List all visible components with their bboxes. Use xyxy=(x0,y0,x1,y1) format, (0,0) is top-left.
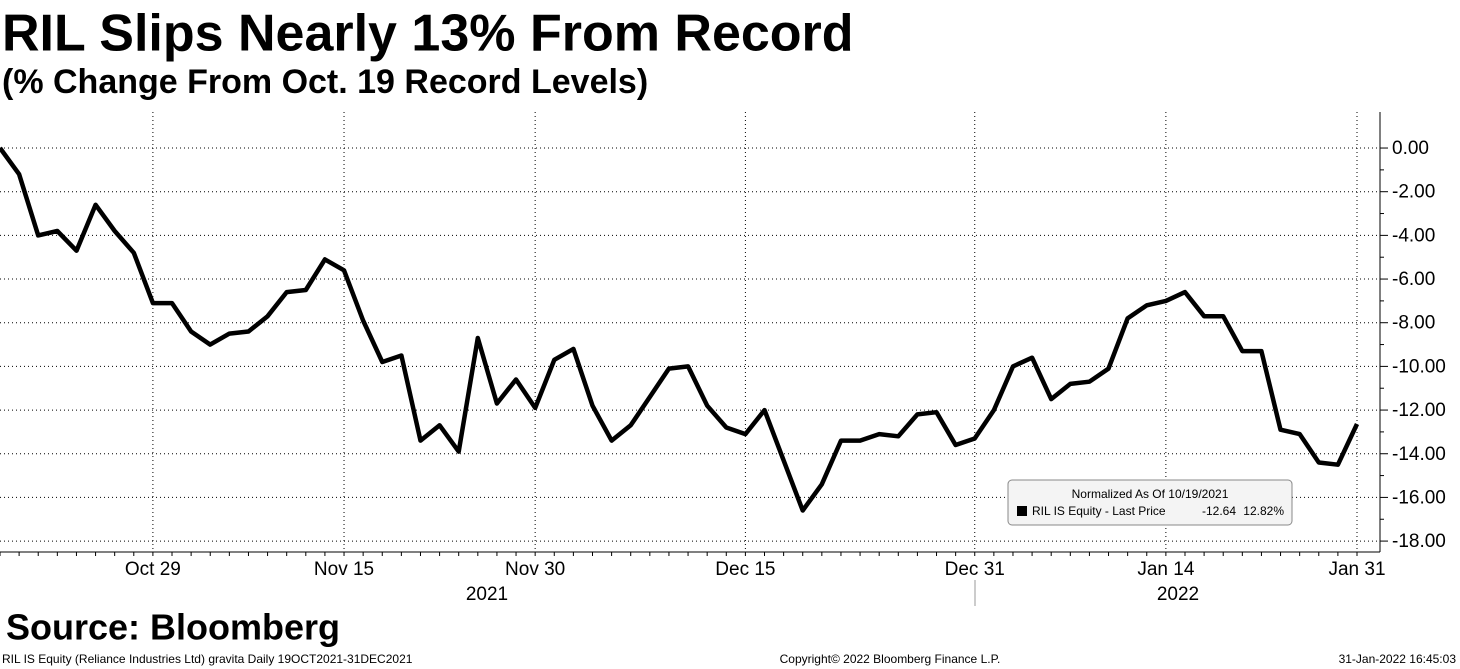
y-tick-label: -2.00 xyxy=(1392,182,1435,203)
year-label: 2021 xyxy=(466,584,508,605)
footer-center: Copyright© 2022 Bloomberg Finance L.P. xyxy=(780,652,1001,666)
y-tick-label: -8.00 xyxy=(1392,313,1435,334)
chart-subtitle: (% Change From Oct. 19 Record Levels) xyxy=(2,63,648,101)
x-tick-label: Dec 31 xyxy=(945,559,1005,580)
y-tick-label: -18.00 xyxy=(1392,531,1446,552)
x-tick-label: Nov 15 xyxy=(314,559,374,580)
x-tick-label: Jan 14 xyxy=(1137,559,1194,580)
y-tick-label: -16.00 xyxy=(1392,487,1446,508)
y-tick-label: -14.00 xyxy=(1392,444,1446,465)
source: Source: Bloomberg xyxy=(6,607,340,648)
legend-last-price: -12.64 xyxy=(1202,504,1236,518)
x-tick-label: Dec 15 xyxy=(715,559,775,580)
y-tick-label: -10.00 xyxy=(1392,356,1446,377)
x-tick-label: Jan 31 xyxy=(1328,559,1385,580)
legend-header: Normalized As Of 10/19/2021 xyxy=(1072,487,1229,501)
legend: Normalized As Of 10/19/2021 RIL IS Equit… xyxy=(1007,479,1293,526)
footer-left: RIL IS Equity (Reliance Industries Ltd) … xyxy=(2,652,413,666)
x-tick-label: Oct 29 xyxy=(125,559,181,580)
year-label: 2022 xyxy=(1157,584,1199,605)
legend-box xyxy=(1007,479,1293,526)
y-tick-label: -6.00 xyxy=(1392,269,1435,290)
x-tick-label: Nov 30 xyxy=(505,559,565,580)
y-tick-label: -4.00 xyxy=(1392,225,1435,246)
footer-right: 31-Jan-2022 16:45:03 xyxy=(1339,652,1457,666)
y-tick-label: -12.00 xyxy=(1392,400,1446,421)
legend-series: RIL IS Equity - Last Price xyxy=(1032,504,1166,518)
legend-change: 12.82% xyxy=(1243,504,1284,518)
y-tick-label: 0.00 xyxy=(1392,138,1429,159)
legend-swatch xyxy=(1017,506,1027,516)
line-series xyxy=(0,146,1360,513)
chart-title: RIL Slips Nearly 13% From Record xyxy=(2,5,854,63)
